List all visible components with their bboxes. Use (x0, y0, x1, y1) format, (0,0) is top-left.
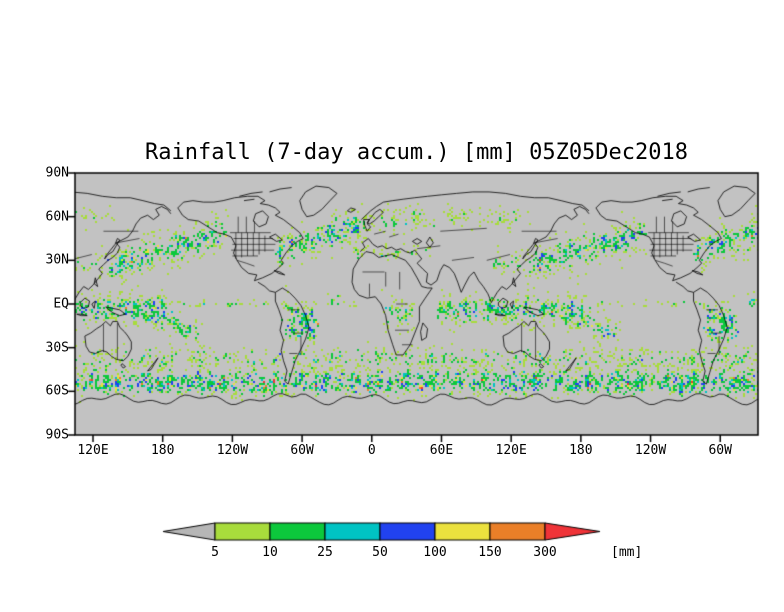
lon-tick-label-0-120e: 120E (77, 443, 109, 458)
colorbar-tick-label-10: 10 (262, 545, 278, 560)
lon-tick-label-8-120w: 120W (634, 443, 667, 458)
colorbar-tick-label-5: 5 (211, 545, 219, 560)
legend-unit-label: [mm] (611, 545, 643, 560)
colorbar-legend (160, 521, 603, 542)
lon-tick-label-7-180: 180 (569, 443, 593, 458)
lon-tick-label-6-120e: 120E (495, 443, 527, 458)
lon-tick-label-4-0: 0 (367, 443, 376, 458)
lon-tick-label-2-120w: 120W (216, 443, 249, 458)
lon-tick-label-3-60w: 60W (290, 443, 314, 458)
colorbar-tick-label-50: 50 (372, 545, 388, 560)
lat-tick-label-eq: EQ (53, 296, 69, 312)
lon-tick-label-9-60w: 60W (708, 443, 732, 458)
lon-tick-label-5-60e: 60E (429, 443, 454, 458)
lat-tick-label-90s: 90S (45, 427, 69, 443)
plot-title: Rainfall (7-day accum.) [mm] 05Z05Dec201… (144, 140, 689, 165)
colorbar-tick-label-300: 300 (533, 545, 557, 560)
colorbar-tick-label-100: 100 (423, 545, 447, 560)
lat-tick-label-60n: 60N (45, 209, 69, 225)
lat-tick-label-30n: 30N (45, 252, 69, 268)
map-plot-area (75, 173, 758, 435)
lat-tick-label-60s: 60S (45, 383, 69, 399)
colorbar-tick-label-25: 25 (317, 545, 333, 560)
lon-tick-label-1-180: 180 (150, 443, 175, 458)
colorbar-tick-label-150: 150 (478, 545, 502, 560)
lat-tick-label-30s: 30S (45, 340, 69, 356)
lat-tick-label-90n: 90N (45, 165, 69, 181)
